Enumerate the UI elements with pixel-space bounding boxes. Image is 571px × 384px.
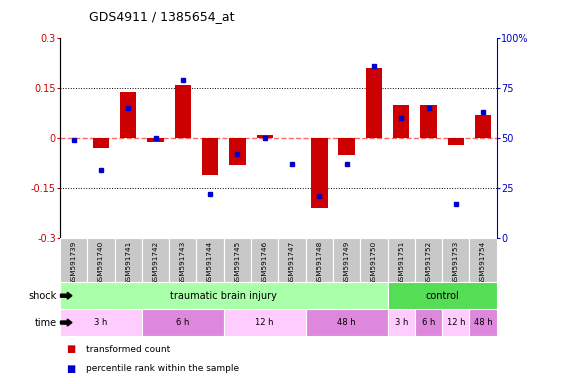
Bar	[420, 105, 437, 138]
Bar	[469, 309, 497, 336]
Text: GSM591741: GSM591741	[125, 240, 131, 285]
Text: 3 h: 3 h	[395, 318, 408, 327]
Bar	[60, 309, 142, 336]
Bar	[115, 238, 142, 282]
Text: 3 h: 3 h	[94, 318, 107, 327]
Bar	[169, 238, 196, 282]
Text: percentile rank within the sample: percentile rank within the sample	[86, 364, 239, 373]
Bar	[339, 138, 355, 155]
Bar	[279, 238, 305, 282]
Text: 12 h: 12 h	[255, 318, 274, 327]
Bar	[196, 238, 224, 282]
Bar	[175, 85, 191, 138]
Bar	[87, 238, 115, 282]
Text: GSM591739: GSM591739	[71, 240, 77, 285]
Text: 6 h: 6 h	[176, 318, 190, 327]
Bar	[256, 135, 273, 138]
Text: GDS4911 / 1385654_at: GDS4911 / 1385654_at	[89, 10, 234, 23]
Bar	[93, 138, 109, 148]
Bar	[388, 282, 497, 309]
Bar	[388, 309, 415, 336]
Bar	[475, 115, 491, 138]
Text: GSM591751: GSM591751	[398, 240, 404, 285]
Bar	[365, 68, 382, 138]
Bar	[393, 105, 409, 138]
Text: 12 h: 12 h	[447, 318, 465, 327]
Text: ■: ■	[66, 364, 75, 374]
Text: GSM591740: GSM591740	[98, 240, 104, 285]
Bar	[147, 138, 164, 142]
Bar	[442, 238, 469, 282]
Bar	[442, 309, 469, 336]
Bar	[251, 238, 279, 282]
Bar	[305, 309, 388, 336]
Text: GSM591744: GSM591744	[207, 240, 213, 285]
Text: 48 h: 48 h	[337, 318, 356, 327]
Bar	[305, 238, 333, 282]
Bar	[202, 138, 218, 175]
Bar	[224, 309, 305, 336]
Bar	[142, 309, 224, 336]
Bar	[224, 238, 251, 282]
Text: control: control	[425, 291, 459, 301]
Text: GSM591754: GSM591754	[480, 240, 486, 285]
Text: GSM591742: GSM591742	[152, 240, 159, 285]
Text: 48 h: 48 h	[474, 318, 492, 327]
Bar	[360, 238, 388, 282]
Text: GSM591749: GSM591749	[344, 240, 349, 285]
Bar	[120, 92, 136, 138]
Text: GSM591746: GSM591746	[262, 240, 268, 285]
Bar	[469, 238, 497, 282]
Bar	[388, 238, 415, 282]
Text: GSM591748: GSM591748	[316, 240, 322, 285]
Text: GSM591752: GSM591752	[425, 240, 432, 285]
Text: GSM591750: GSM591750	[371, 240, 377, 285]
Bar	[448, 138, 464, 145]
Text: GSM591753: GSM591753	[453, 240, 459, 285]
Bar	[415, 309, 442, 336]
Bar	[229, 138, 246, 165]
Text: transformed count: transformed count	[86, 345, 170, 354]
Bar	[60, 282, 388, 309]
Text: GSM591743: GSM591743	[180, 240, 186, 285]
Text: time: time	[35, 318, 57, 328]
Text: shock: shock	[29, 291, 57, 301]
Bar	[415, 238, 442, 282]
Text: traumatic brain injury: traumatic brain injury	[170, 291, 277, 301]
Bar	[333, 238, 360, 282]
Bar	[311, 138, 328, 208]
Text: GSM591745: GSM591745	[235, 240, 240, 285]
Text: GSM591747: GSM591747	[289, 240, 295, 285]
Bar	[142, 238, 169, 282]
Bar	[60, 238, 87, 282]
Text: 6 h: 6 h	[422, 318, 435, 327]
Text: ■: ■	[66, 344, 75, 354]
